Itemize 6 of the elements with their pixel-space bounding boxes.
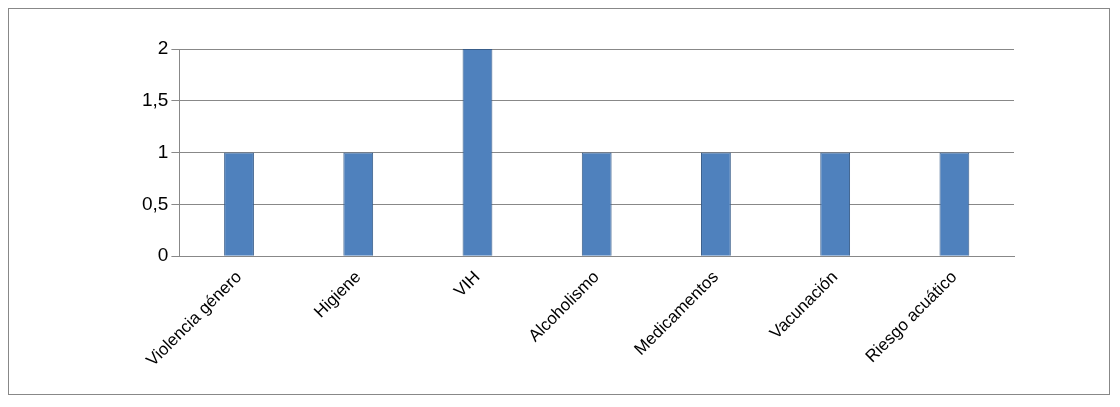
y-tick-label: 2 xyxy=(157,37,169,59)
y-tick-label: 1,5 xyxy=(141,89,169,111)
y-tick-label: 0 xyxy=(157,244,169,266)
x-tick-label: VIH xyxy=(450,267,484,301)
y-tick-label: 0,5 xyxy=(141,192,169,214)
y-tick-label: 1 xyxy=(157,140,169,162)
